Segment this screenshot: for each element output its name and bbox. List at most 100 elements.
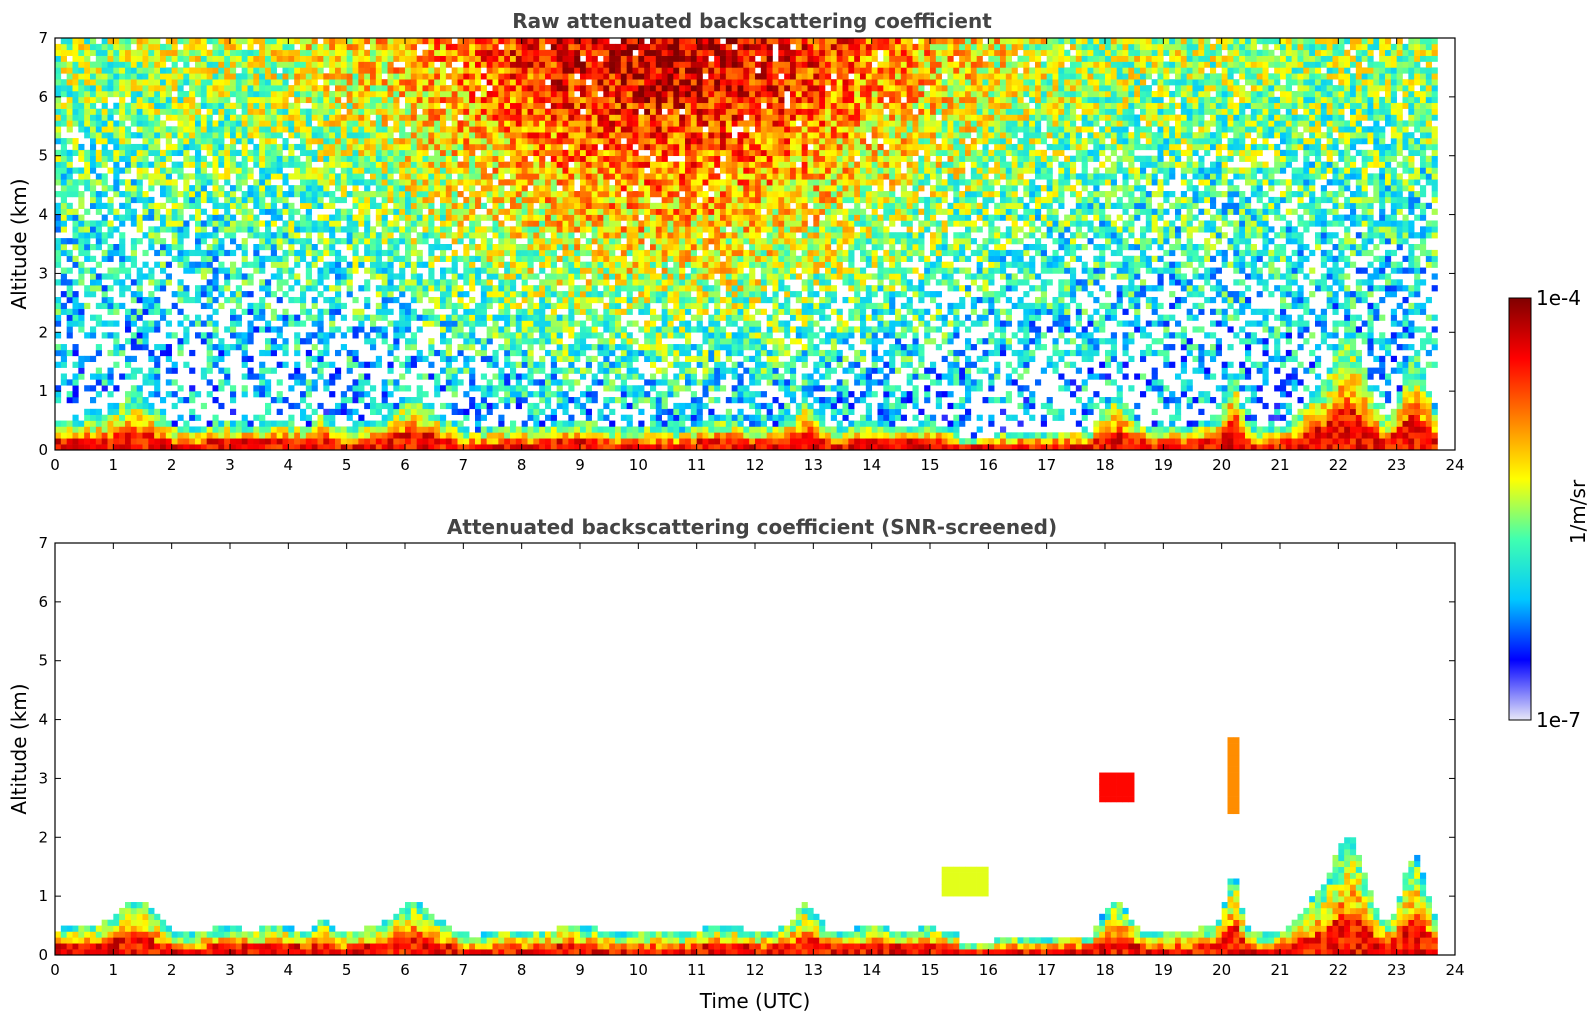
heatmap-cell: [148, 202, 155, 209]
heatmap-cell: [113, 349, 120, 357]
heatmap-cell: [591, 373, 598, 380]
heatmap-cell: [340, 43, 347, 51]
heatmap-cell: [212, 85, 219, 92]
heatmap-cell: [335, 402, 342, 410]
heatmap-cell: [171, 85, 178, 92]
heatmap-cell: [352, 79, 359, 86]
heatmap-cell: [387, 161, 394, 168]
heatmap-cell: [486, 296, 493, 304]
heatmap-cell: [78, 179, 85, 186]
heatmap-cell: [463, 85, 470, 92]
heatmap-cell: [545, 73, 552, 80]
heatmap-cell: [189, 67, 196, 74]
heatmap-cell: [317, 120, 324, 127]
heatmap-cell: [253, 432, 260, 439]
heatmap-cell: [72, 308, 79, 315]
heatmap-cell: [265, 96, 272, 104]
heatmap-cell: [562, 291, 569, 298]
heatmap-cell: [259, 361, 266, 368]
heatmap-cell: [492, 208, 499, 215]
heatmap-cell: [463, 208, 470, 215]
heatmap-cell: [539, 408, 546, 415]
heatmap-cell: [556, 379, 563, 386]
heatmap-cell: [498, 126, 505, 133]
heatmap-cell: [539, 255, 546, 262]
heatmap-cell: [469, 161, 476, 168]
heatmap-cell: [346, 397, 353, 404]
heatmap-cell: [416, 167, 423, 174]
heatmap-cell: [352, 49, 359, 56]
heatmap-cell: [352, 379, 359, 386]
heatmap-cell: [399, 167, 406, 174]
heatmap-cell: [405, 238, 412, 245]
heatmap-cell: [387, 102, 394, 109]
heatmap-cell: [311, 355, 318, 363]
heatmap-cell: [148, 432, 155, 439]
heatmap-cell: [393, 102, 400, 109]
heatmap-cell: [107, 420, 114, 427]
heatmap-cell: [352, 326, 359, 333]
heatmap-cell: [130, 90, 137, 98]
heatmap-cell: [451, 320, 458, 327]
heatmap-cell: [300, 85, 307, 92]
heatmap-cell: [270, 202, 277, 209]
heatmap-cell: [410, 261, 417, 268]
heatmap-cell: [247, 90, 254, 98]
heatmap-cell: [60, 373, 67, 380]
heatmap-cell: [84, 90, 91, 98]
heatmap-cell: [375, 73, 382, 80]
heatmap-cell: [533, 90, 540, 98]
heatmap-cell: [78, 38, 85, 45]
heatmap-cell: [154, 73, 161, 80]
heatmap-cell: [381, 96, 388, 104]
heatmap-cell: [562, 79, 569, 86]
heatmap-cell: [270, 367, 277, 374]
heatmap-cell: [480, 296, 487, 304]
heatmap-cell: [247, 208, 254, 215]
heatmap-cell: [95, 302, 102, 310]
heatmap-cell: [370, 79, 377, 86]
heatmap-cell: [533, 167, 540, 174]
heatmap-cell: [55, 55, 62, 62]
heatmap-cell: [78, 149, 85, 157]
heatmap-cell: [591, 397, 598, 404]
heatmap-cell: [270, 420, 277, 427]
heatmap-cell: [212, 214, 219, 221]
heatmap-cell: [445, 155, 452, 162]
heatmap-cell: [457, 214, 464, 221]
heatmap-cell: [492, 202, 499, 209]
heatmap-cell: [183, 43, 190, 51]
heatmap-cell: [212, 173, 219, 180]
heatmap-cell: [90, 385, 97, 392]
heatmap-cell: [498, 226, 505, 233]
heatmap-cell: [515, 232, 522, 239]
heatmap-cell: [381, 155, 388, 162]
heatmap-cell: [212, 149, 219, 157]
heatmap-cell: [183, 332, 190, 339]
heatmap-cell: [253, 185, 260, 192]
heatmap-cell: [276, 255, 283, 262]
heatmap-cell: [142, 326, 149, 333]
heatmap-cell: [276, 102, 283, 109]
heatmap-cell: [521, 326, 528, 333]
heatmap-cell: [562, 355, 569, 363]
heatmap-cell: [165, 43, 172, 51]
heatmap-cell: [311, 149, 318, 157]
heatmap-cell: [539, 320, 546, 327]
heatmap-cell: [288, 155, 295, 162]
heatmap-cell: [521, 49, 528, 56]
heatmap-cell: [475, 108, 482, 115]
heatmap-cell: [335, 149, 342, 157]
heatmap-cell: [591, 326, 598, 333]
heatmap-cell: [183, 126, 190, 133]
heatmap-cell: [107, 444, 114, 451]
heatmap-cell: [515, 344, 522, 351]
heatmap-cell: [119, 285, 126, 292]
heatmap-cell: [241, 61, 248, 68]
heatmap-cell: [562, 302, 569, 310]
heatmap-cell: [177, 238, 184, 245]
heatmap-cell: [352, 114, 359, 121]
heatmap-cell: [562, 226, 569, 233]
heatmap-cell: [259, 132, 266, 139]
heatmap-cell: [90, 143, 97, 151]
